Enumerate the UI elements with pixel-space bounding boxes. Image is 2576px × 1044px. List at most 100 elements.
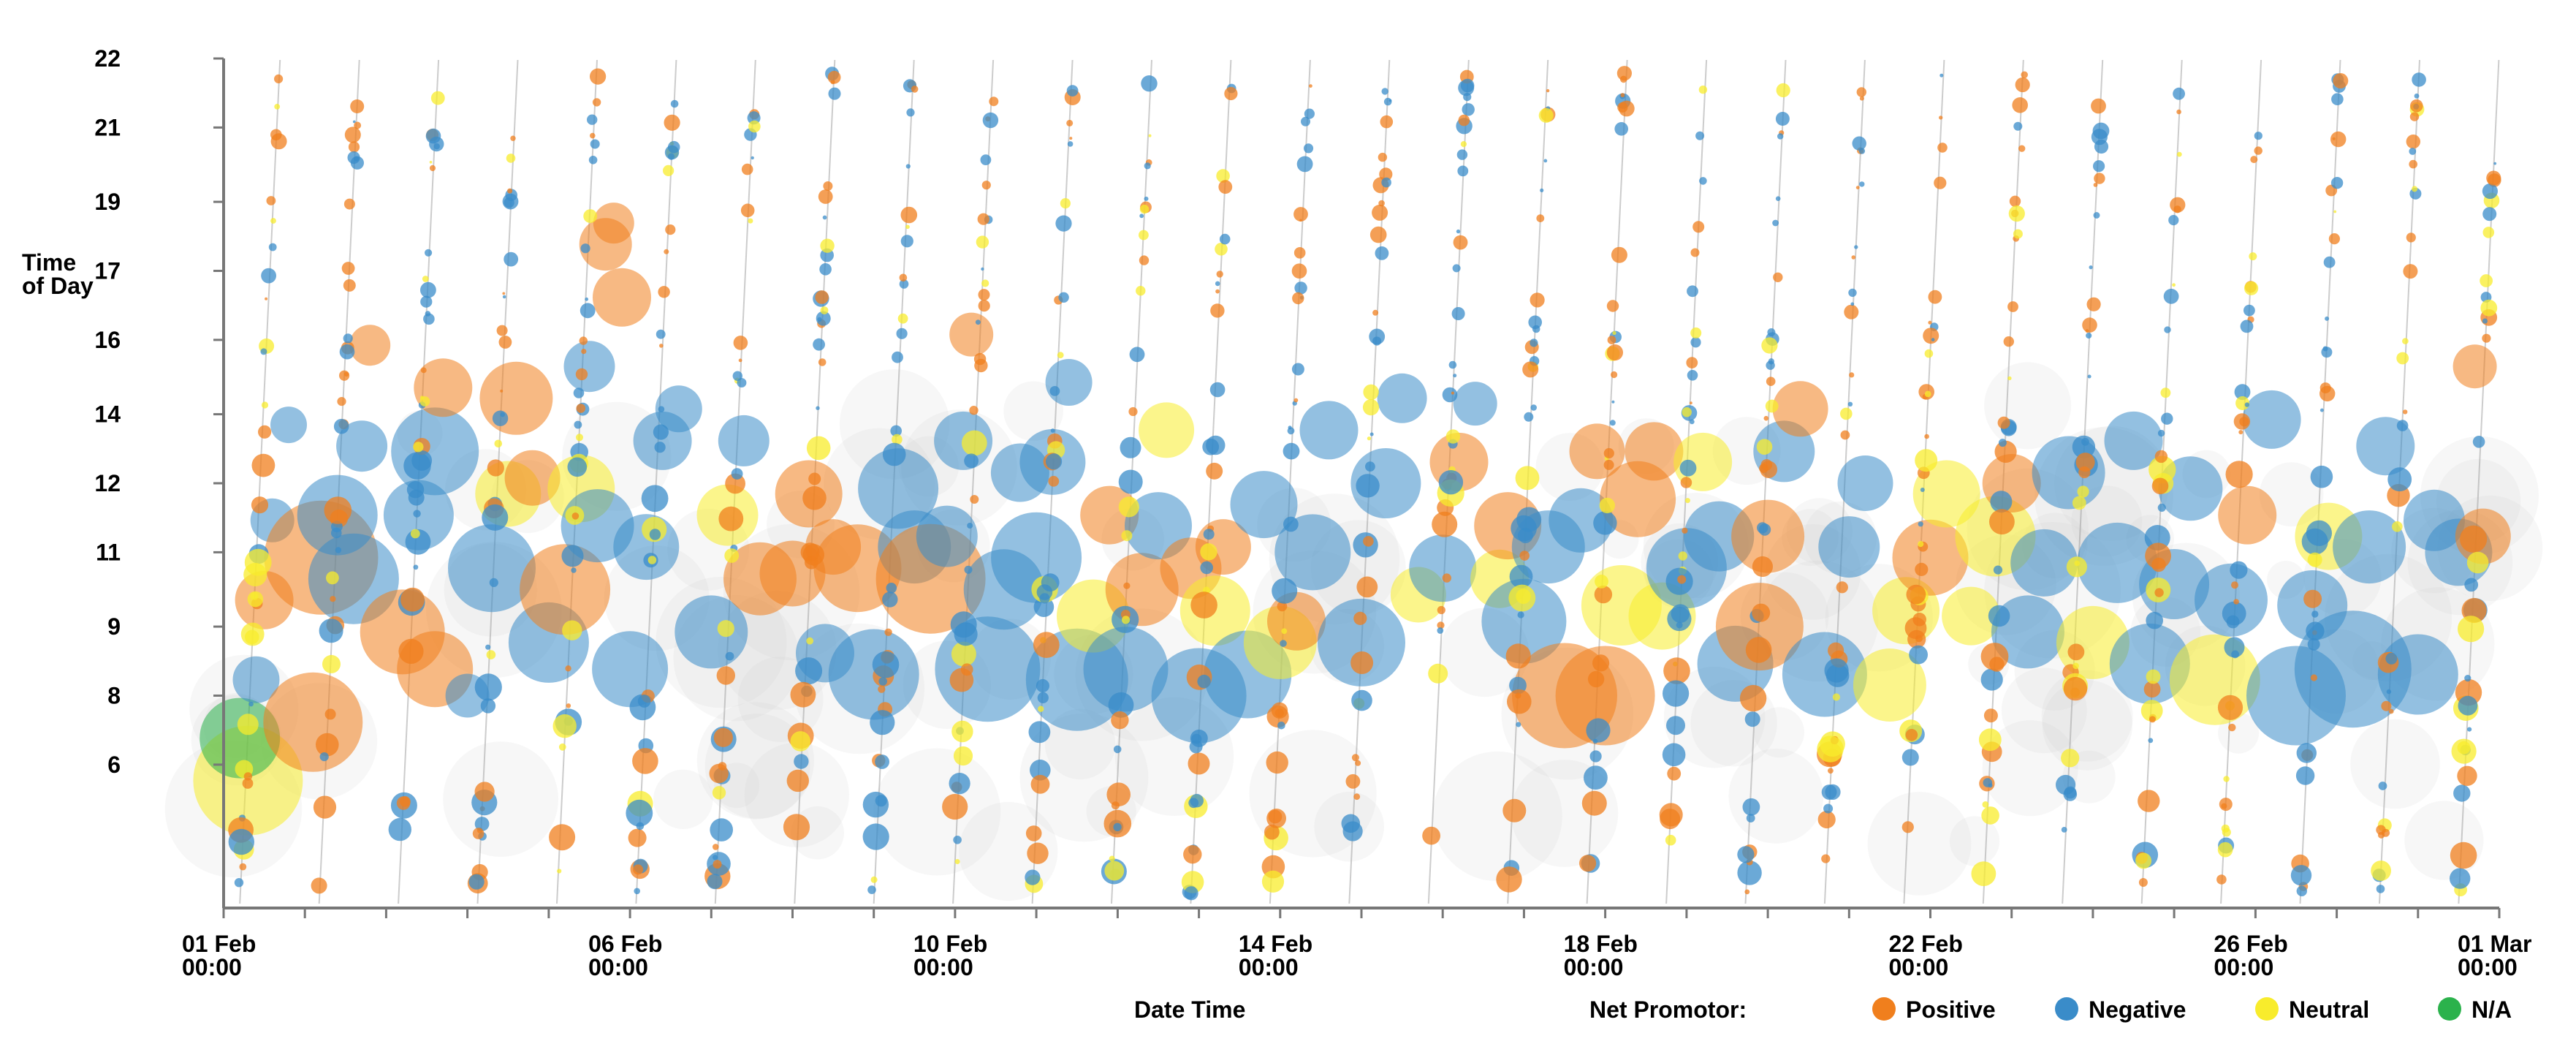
column-dot xyxy=(2250,156,2258,164)
column-dot xyxy=(1855,186,1860,189)
column-dot xyxy=(1612,330,1616,336)
column-dot xyxy=(1055,215,1072,232)
column-dot xyxy=(2146,669,2161,684)
column-dot xyxy=(1281,628,1288,635)
column-dot xyxy=(1858,148,1866,154)
x-tick-label-date: 01 Mar xyxy=(2458,931,2531,957)
column-dot xyxy=(1679,459,1697,477)
column-dot xyxy=(2392,521,2403,532)
column-dot xyxy=(794,754,809,769)
column-dot xyxy=(2458,616,2485,643)
column-dot xyxy=(1432,511,1458,537)
column-dot xyxy=(2067,643,2085,661)
column-dot xyxy=(1901,749,1919,766)
column-dot xyxy=(1049,386,1060,396)
column-dot xyxy=(751,156,754,160)
column-dot xyxy=(398,638,424,665)
column-dot xyxy=(2224,637,2245,658)
column-dot xyxy=(1066,85,1079,97)
column-dot xyxy=(1363,536,1374,547)
column-dot xyxy=(410,529,420,539)
column-dot xyxy=(2063,787,2078,801)
column-dot xyxy=(1129,347,1145,363)
column-dot xyxy=(2223,776,2230,782)
column-dot xyxy=(1291,363,1304,376)
column-dot xyxy=(982,112,999,129)
column-dot xyxy=(1453,235,1468,250)
column-dot xyxy=(2482,333,2491,343)
bubble-neutral xyxy=(2169,634,2260,725)
column-dot xyxy=(1362,399,1380,416)
column-dot xyxy=(2330,131,2347,148)
column-dot xyxy=(1460,141,1467,148)
column-dot xyxy=(1599,497,1615,514)
column-dot xyxy=(234,878,244,888)
column-dot xyxy=(573,387,585,398)
bubble-negative xyxy=(2010,529,2078,597)
y-tick-label: 11 xyxy=(96,539,121,565)
column-dot xyxy=(2225,461,2253,488)
column-dot xyxy=(561,545,584,567)
column-dot xyxy=(1372,309,1379,316)
column-dot xyxy=(592,98,601,107)
column-dot xyxy=(1739,684,1767,712)
bubble-neutral xyxy=(1942,586,2001,646)
bubble-positive xyxy=(593,203,634,244)
bubble-negative xyxy=(270,406,307,444)
column-dot xyxy=(2168,215,2179,226)
background-bubble xyxy=(1754,707,1804,758)
column-dot xyxy=(316,733,339,757)
column-dot xyxy=(1680,477,1692,488)
column-dot xyxy=(2333,73,2349,88)
column-dot xyxy=(2464,578,2479,592)
column-dot xyxy=(1287,427,1295,435)
column-dot xyxy=(1775,112,1790,126)
column-dot xyxy=(1515,692,1521,699)
column-dot xyxy=(740,203,755,218)
column-dot xyxy=(649,529,661,540)
column-dot xyxy=(2378,782,2387,790)
column-dot xyxy=(1046,453,1063,470)
column-dot xyxy=(1928,290,1942,304)
column-dot xyxy=(1666,716,1685,735)
bubble-positive xyxy=(1267,591,1326,651)
column-dot xyxy=(571,567,577,573)
column-dot xyxy=(1261,870,1285,893)
bubble-negative xyxy=(1299,401,1359,460)
column-dot xyxy=(2396,352,2409,365)
column-dot xyxy=(1456,149,1468,160)
column-dot xyxy=(981,267,984,271)
column-dot xyxy=(2307,638,2320,651)
column-dot xyxy=(1524,412,1534,422)
column-dot xyxy=(664,145,680,160)
column-dot xyxy=(2244,402,2250,407)
column-dot xyxy=(1659,803,1683,827)
column-dot xyxy=(1452,264,1461,273)
column-dot xyxy=(820,238,835,253)
column-dot xyxy=(633,864,644,875)
column-dot xyxy=(1215,243,1228,256)
column-dot xyxy=(474,673,502,701)
column-dot xyxy=(969,406,979,415)
column-dot xyxy=(1027,842,1049,864)
column-dot xyxy=(1699,177,1707,185)
column-dot xyxy=(1840,430,1850,440)
column-dot xyxy=(816,311,831,326)
bubble-negative xyxy=(1377,373,1427,423)
column-dot xyxy=(1832,693,1840,701)
column-dot xyxy=(2371,860,2392,881)
column-dot xyxy=(2157,503,2166,512)
column-dot xyxy=(2093,212,2100,219)
column-dot xyxy=(326,571,339,585)
column-dot xyxy=(942,793,968,820)
column-dot xyxy=(354,156,360,162)
column-dot xyxy=(1538,107,1554,123)
column-dot xyxy=(552,714,577,738)
column-dot xyxy=(242,778,254,789)
column-dot xyxy=(274,74,284,83)
column-dot xyxy=(1934,176,1947,189)
column-dot xyxy=(2243,304,2255,317)
column-dot xyxy=(2486,170,2501,186)
column-dot xyxy=(1611,246,1627,263)
column-dot xyxy=(724,548,740,563)
